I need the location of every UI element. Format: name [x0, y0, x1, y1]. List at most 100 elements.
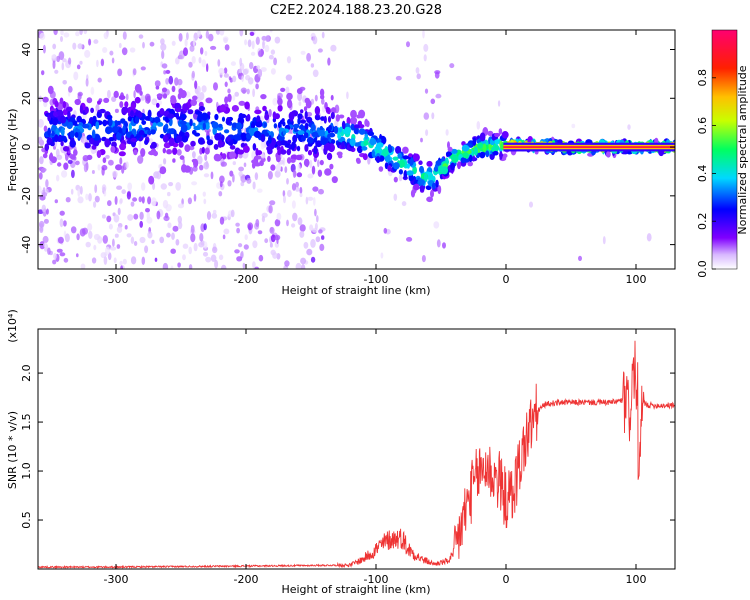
heatmap-cell: [210, 171, 214, 180]
heatmap-cell: [430, 98, 436, 105]
heatmap-cell: [395, 75, 402, 81]
colorbar-tick-label: 0.0: [696, 260, 709, 278]
heatmap-cell: [440, 166, 449, 175]
heatmap-cell: [419, 165, 424, 174]
heatmap-cell: [114, 233, 119, 238]
heatmap-cell: [53, 252, 57, 260]
heatmap-cell: [85, 241, 91, 248]
heatmap-cell: [270, 49, 276, 55]
heatmap-cell: [193, 125, 200, 131]
heatmap-cell: [240, 181, 245, 187]
heatmap-cell: [397, 152, 403, 159]
heatmap-cell: [221, 153, 227, 160]
heatmap-cell: [139, 220, 143, 228]
heatmap-cell: [260, 67, 267, 72]
heatmap-cell: [447, 146, 453, 152]
x-tick-label: -300: [104, 573, 129, 586]
heatmap-cell: [358, 109, 366, 119]
heatmap-cell: [423, 112, 430, 120]
heatmap-cell: [327, 133, 331, 140]
y-tick-label: 0.5: [20, 511, 33, 529]
heatmap-cell: [325, 130, 329, 136]
heatmap-cell: [177, 92, 182, 100]
heatmap-cell: [325, 106, 330, 113]
heatmap-cell: [93, 201, 97, 208]
heatmap-cell: [227, 93, 232, 103]
heatmap-cell: [401, 201, 407, 207]
snr-series-line: [38, 340, 675, 569]
heatmap-cell: [140, 66, 146, 71]
heatmap-cell: [406, 170, 414, 176]
heatmap-cell: [38, 185, 42, 194]
heatmap-cell: [134, 96, 141, 104]
heatmap-cell: [282, 190, 286, 197]
heatmap-cell: [224, 96, 229, 104]
heatmap-cell: [77, 196, 84, 204]
y-tick-label: 40: [20, 43, 33, 57]
heatmap-cell: [161, 63, 168, 69]
heatmap-cell: [141, 256, 146, 265]
heatmap-cell: [162, 262, 169, 269]
heatmap-cell: [177, 262, 181, 268]
heatmap-cell: [60, 127, 65, 137]
heatmap-cell: [133, 90, 136, 99]
heatmap-cell: [252, 181, 256, 190]
snr-y-ticks: 0.5 1.0 1.5 2.0: [20, 364, 675, 529]
heatmap-cell: [119, 157, 123, 165]
heatmap-cell: [238, 166, 245, 172]
heatmap-cell: [105, 246, 110, 255]
heatmap-cell: [112, 238, 115, 247]
heatmap-cell: [277, 148, 282, 156]
heatmap-cell: [76, 115, 82, 123]
heatmap-cell: [117, 68, 123, 77]
heatmap-cell: [171, 40, 176, 46]
heatmap-cell: [205, 30, 210, 39]
heatmap-cell: [255, 83, 259, 90]
heatmap-cell: [219, 216, 225, 225]
heatmap-cell: [436, 239, 441, 248]
heatmap-cell: [387, 165, 392, 172]
heatmap-cell: [303, 241, 309, 249]
heatmap-cell: [296, 145, 301, 152]
heatmap-cell: [338, 114, 345, 119]
heatmap-cell: [472, 137, 477, 146]
heatmap-cell: [242, 69, 249, 75]
heatmap-cell: [108, 159, 114, 166]
heatmap-cell: [172, 147, 178, 155]
heatmap-cell: [84, 106, 89, 114]
heatmap-x-ticks: -300 -200 -100 0 100: [104, 30, 647, 286]
heatmap-cell: [214, 113, 219, 121]
heatmap-cell: [206, 211, 212, 220]
heatmap-cell: [415, 67, 420, 74]
heatmap-cell: [191, 56, 196, 64]
heatmap-cell: [59, 115, 67, 124]
heatmap-cell: [46, 208, 49, 215]
snr-y-multiplier: (x10⁴): [6, 309, 19, 343]
heatmap-cell: [363, 140, 369, 146]
heatmap-cell: [150, 125, 156, 130]
heatmap-cell: [199, 164, 204, 171]
heatmap-cell: [402, 155, 409, 160]
heatmap-cell: [203, 241, 208, 249]
heatmap-cell: [252, 88, 256, 98]
heatmap-cell: [419, 185, 425, 191]
heatmap-cell: [218, 123, 223, 128]
heatmap-cell: [91, 257, 97, 264]
heatmap-cell: [192, 129, 197, 135]
heatmap-cell: [145, 208, 150, 213]
heatmap-cell: [375, 156, 381, 163]
heatmap-cell: [147, 196, 152, 205]
heatmap-cell: [118, 95, 126, 100]
heatmap-cell: [230, 61, 236, 66]
heatmap-cell: [63, 162, 69, 170]
heatmap-cell: [184, 38, 188, 47]
heatmap-cell: [312, 186, 319, 192]
heatmap-cell: [204, 154, 208, 161]
heatmap-cell: [87, 223, 93, 232]
heatmap-cell: [286, 178, 289, 185]
heatmap-cell: [323, 142, 331, 151]
heatmap-cell: [104, 138, 111, 148]
heatmap-cell: [358, 128, 366, 135]
heatmap-cell: [462, 152, 469, 159]
heatmap-cell: [304, 110, 308, 120]
